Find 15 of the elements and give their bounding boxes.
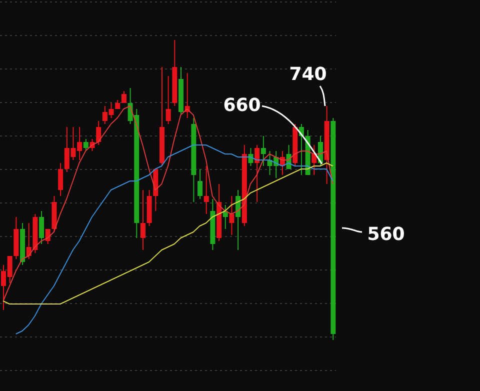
- candlestick: [254, 144, 260, 202]
- candlestick: [312, 144, 317, 176]
- candlestick: [198, 168, 203, 200]
- candlestick: [229, 196, 234, 236]
- candlestick: [140, 190, 146, 250]
- candlestick: [204, 166, 209, 214]
- candlestick: [83, 138, 88, 152]
- candlestick: [166, 76, 171, 124]
- annotation: 740: [289, 64, 327, 85]
- text: 560: [367, 224, 405, 245]
- candlestick: [58, 162, 64, 196]
- candlestick: [96, 120, 102, 146]
- candlestick: [39, 210, 44, 244]
- annotation: 660: [223, 95, 261, 116]
- candlestick: [260, 136, 266, 166]
